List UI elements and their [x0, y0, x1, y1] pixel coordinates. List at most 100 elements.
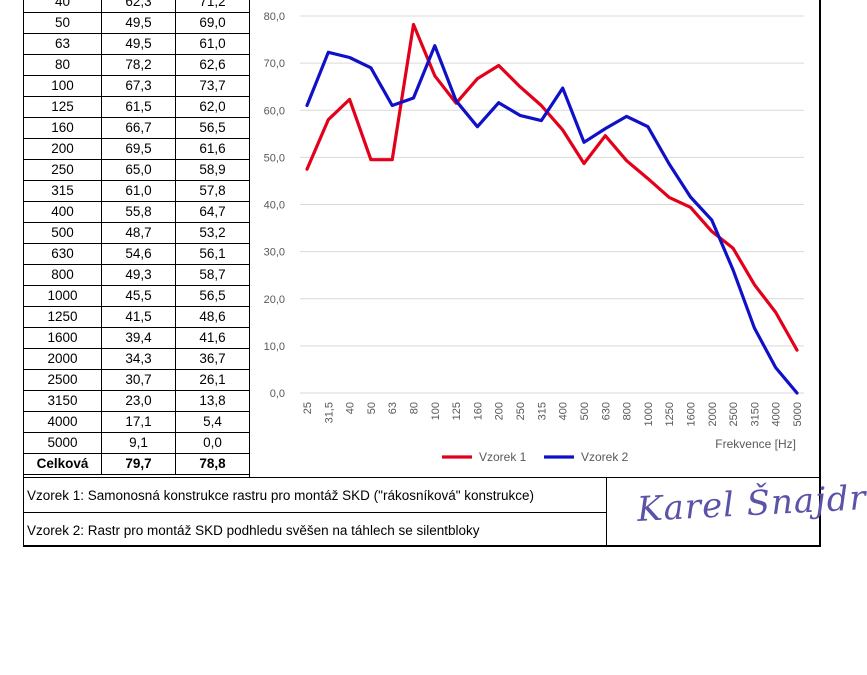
frequency-cell: 63: [23, 33, 102, 55]
legend-label-2: Vzorek 2: [581, 450, 629, 464]
x-tick-label: 1000: [643, 402, 655, 426]
table-row: 250 65,0 58,9: [23, 159, 250, 181]
x-tick-label: 4000: [771, 402, 783, 426]
frequency-cell: 3150: [23, 390, 102, 412]
chart-panel: [249, 0, 822, 477]
sample-1-cell: 67,3: [101, 75, 176, 97]
measurement-table: 40 62,3 71,2 50 49,5 69,0 63 49,5 61,0 80 78,2 62,6…: [23, 0, 250, 475]
frequency-cell: 4000: [23, 411, 102, 433]
sample-2-cell: 61,6: [175, 138, 250, 160]
y-tick-label: 20,0: [264, 294, 285, 306]
table-row: 3150 23,0 13,8: [23, 390, 250, 412]
sample-2-cell: 56,5: [175, 285, 250, 307]
y-tick-label: 10,0: [264, 341, 285, 353]
sample-1-cell: 49,5: [101, 12, 176, 34]
sample-1-cell: 41,5: [101, 306, 176, 328]
sample-2-cell: 62,6: [175, 54, 250, 76]
note-sample-1: Vzorek 1: Samonosná konstrukce rastru pr…: [23, 477, 607, 512]
sample-1-cell: 66,7: [101, 117, 176, 139]
x-tick-label: 200: [494, 402, 506, 420]
frequency-cell: 50: [23, 12, 102, 34]
chart-container: 0,0 10,0 20,0 30,0 40,0 50,0 60,0 70,0 80,0 25 31,…: [250, 0, 821, 477]
table-row: 630 54,6 56,1: [23, 243, 250, 265]
sample-2-cell: 61,0: [175, 33, 250, 55]
line-chart: 0,0 10,0 20,0 30,0 40,0 50,0 60,0 70,0 80,0 25 31,…: [264, 11, 804, 464]
frequency-cell: 250: [23, 159, 102, 181]
sample-2-cell: 58,9: [175, 159, 250, 181]
frequency-cell: 1600: [23, 327, 102, 349]
sample-2-cell: 64,7: [175, 201, 250, 223]
table-row: 4000 17,1 5,4: [23, 411, 250, 433]
x-axis-label: Frekvence [Hz]: [715, 437, 796, 451]
frequency-cell: 1250: [23, 306, 102, 328]
sample-2-cell: 69,0: [175, 12, 250, 34]
table-total-row: Celková 79,7 78,8: [23, 453, 250, 475]
table-row: 125 61,5 62,0: [23, 96, 250, 118]
sample-2-cell: 56,5: [175, 117, 250, 139]
table-row: 2500 30,7 26,1: [23, 369, 250, 391]
sample-1-cell: 9,1: [101, 432, 176, 454]
frequency-cell: 500: [23, 222, 102, 244]
sample-1-cell: 78,2: [101, 54, 176, 76]
y-tick-label: 70,0: [264, 58, 285, 70]
frequency-cell: 100: [23, 75, 102, 97]
frequency-cell: 800: [23, 264, 102, 286]
y-tick-label: 80,0: [264, 11, 285, 23]
sample-1-cell: 49,5: [101, 33, 176, 55]
sample-2-cell: 78,8: [175, 453, 250, 475]
frequency-cell: 1000: [23, 285, 102, 307]
x-tick-label: 1600: [685, 402, 697, 426]
frequency-cell: 2000: [23, 348, 102, 370]
sample-2-cell: 13,8: [175, 390, 250, 412]
sample-1-cell: 55,8: [101, 201, 176, 223]
table-row: 1000 45,5 56,5: [23, 285, 250, 307]
sample-2-cell: 56,1: [175, 243, 250, 265]
table-row: 160 66,7 56,5: [23, 117, 250, 139]
sample-1-cell: 45,5: [101, 285, 176, 307]
table-row: 400 55,8 64,7: [23, 201, 250, 223]
sample-2-cell: 62,0: [175, 96, 250, 118]
sample-1-cell: 79,7: [101, 453, 176, 475]
legend-label-1: Vzorek 1: [479, 450, 527, 464]
table-row: 1250 41,5 48,6: [23, 306, 250, 328]
sample-2-cell: 57,8: [175, 180, 250, 202]
x-tick-label: 5000: [792, 402, 804, 426]
x-tick-label: 100: [430, 402, 442, 420]
sample-1-cell: 39,4: [101, 327, 176, 349]
signature: Karel Šnajdr: [636, 478, 867, 530]
table-row: 2000 34,3 36,7: [23, 348, 250, 370]
sample-1-cell: 49,3: [101, 264, 176, 286]
x-tick-label: 800: [622, 402, 634, 420]
sample-2-cell: 5,4: [175, 411, 250, 433]
x-tick-label: 3150: [749, 402, 761, 426]
table-row: 500 48,7 53,2: [23, 222, 250, 244]
sample-1-cell: 17,1: [101, 411, 176, 433]
x-tick-label: 630: [600, 402, 612, 420]
sample-1-cell: 54,6: [101, 243, 176, 265]
x-tick-label: 63: [387, 402, 399, 414]
frequency-cell: Celková: [23, 453, 102, 475]
sample-2-cell: 48,6: [175, 306, 250, 328]
x-tick-label: 80: [409, 402, 421, 414]
x-tick-label: 250: [515, 402, 527, 420]
sample-1-cell: 34,3: [101, 348, 176, 370]
series-line-1: [305, 22, 799, 352]
x-tick-label: 50: [366, 402, 378, 414]
sample-1-cell: 62,3: [101, 0, 176, 13]
frequency-cell: 5000: [23, 432, 102, 454]
frequency-cell: 160: [23, 117, 102, 139]
sample-1-cell: 48,7: [101, 222, 176, 244]
frequency-cell: 315: [23, 180, 102, 202]
frequency-cell: 200: [23, 138, 102, 160]
sample-2-cell: 0,0: [175, 432, 250, 454]
y-tick-label: 40,0: [264, 200, 285, 212]
table-row: 80 78,2 62,6: [23, 54, 250, 76]
sample-1-cell: 65,0: [101, 159, 176, 181]
table-row: 40 62,3 71,2: [23, 0, 250, 13]
sample-2-cell: 36,7: [175, 348, 250, 370]
x-tick-label: 2500: [728, 402, 740, 426]
table-row: 200 69,5 61,6: [23, 138, 250, 160]
y-tick-label: 50,0: [264, 152, 285, 164]
x-tick-label: 25: [302, 402, 314, 414]
x-tick-label: 31,5: [323, 402, 335, 423]
